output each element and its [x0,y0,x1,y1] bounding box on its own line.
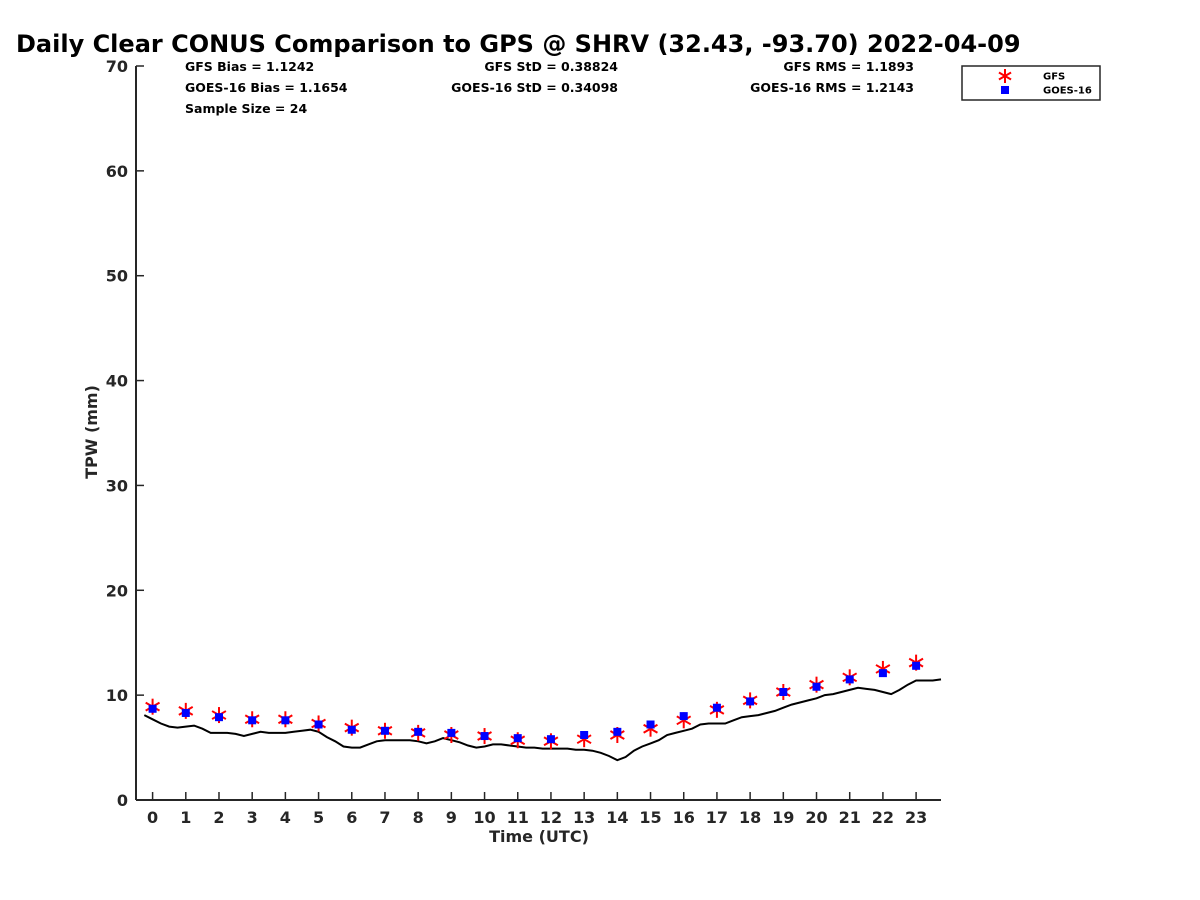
y-tick-label: 70 [106,57,128,76]
x-tick-label: 17 [706,808,728,827]
x-tick-label: 23 [905,808,927,827]
x-tick-label: 20 [805,808,827,827]
x-tick-label: 2 [213,808,224,827]
stat-goes-bias: GOES-16 Bias = 1.1654 [185,80,348,95]
goes-16-point [712,703,721,712]
goes-16-point [347,725,356,734]
x-tick-label: 7 [379,808,390,827]
y-tick-label: 0 [117,791,128,810]
axes: 0 1 2 3 4 5 6 7 8 9 10 11 12 13 14 15 16 17 18 19 20 21 22 2301… [106,57,941,827]
x-tick-label: 18 [739,808,761,827]
x-tick-label: 16 [673,808,695,827]
gps-line [143,678,942,762]
x-tick-label: 9 [446,808,457,827]
stat-gfs-rms: GFS RMS = 1.1893 [783,59,914,74]
stat-sample-size: Sample Size = 24 [185,101,307,116]
legend-box [961,65,1101,101]
y-tick-label: 50 [106,267,128,286]
legend-gfs-label: GFS [1043,72,1065,83]
goes-16-point [812,682,821,691]
goes-16-point [248,716,257,725]
x-tick-label: 6 [346,808,357,827]
goes-16-point [480,732,489,741]
legend-goes-16-label: GOES-16 [1043,86,1092,97]
goes-16-point [546,735,555,744]
goes-16-point [912,661,921,670]
x-tick-label: 21 [839,808,861,827]
goes-16-point [580,730,589,739]
stat-goes-std: GOES-16 StD = 0.34098 [451,80,618,95]
y-tick-label: 10 [106,686,128,705]
x-tick-label: 1 [180,808,191,827]
x-tick-label: 0 [147,808,158,827]
x-tick-label: 12 [540,808,562,827]
gps-series [143,678,942,762]
goes-16-point [148,704,157,713]
goes-16-series [148,661,921,744]
x-tick-label: 22 [872,808,894,827]
legend: GFS GOES-16 [961,65,1101,101]
stat-goes-rms: GOES-16 RMS = 1.2143 [750,80,914,95]
x-tick-label: 10 [473,808,495,827]
y-axis-label: TPW (mm) [82,385,101,479]
goes-16-point [181,708,190,717]
x-tick-label: 15 [639,808,661,827]
goes-16-point [281,716,290,725]
gfs-series [145,654,924,750]
goes-16-point [414,727,423,736]
y-tick-label: 60 [106,162,128,181]
x-axis-label: Time (UTC) [489,827,589,846]
goes-16-point [513,734,522,743]
x-tick-label: 8 [413,808,424,827]
y-tick-label: 30 [106,476,128,495]
x-tick-label: 4 [280,808,291,827]
stat-gfs-bias: GFS Bias = 1.1242 [185,59,314,74]
x-tick-label: 13 [573,808,595,827]
goes-16-point [447,728,456,737]
goes-16-point [314,720,323,729]
goes-16-point [380,726,389,735]
legend-goes-16-marker [1001,86,1009,94]
x-tick-label: 19 [772,808,794,827]
y-tick-label: 20 [106,581,128,600]
x-tick-label: 3 [247,808,258,827]
y-tick-label: 40 [106,372,128,391]
chart-title: Daily Clear CONUS Comparison to GPS @ SH… [16,30,1021,58]
goes-16-point [779,687,788,696]
x-tick-label: 11 [507,808,529,827]
stats-block: GFS Bias = 1.1242 GFS StD = 0.38824 GFS RM… [185,59,914,116]
goes-16-point [679,712,688,721]
goes-16-point [613,727,622,736]
goes-16-point [746,697,755,706]
x-tick-label: 5 [313,808,324,827]
goes-16-point [878,669,887,678]
legend-gfs-marker [998,69,1012,83]
goes-16-point [214,713,223,722]
goes-16-point [845,675,854,684]
goes-16-point [646,720,655,729]
stat-gfs-std: GFS StD = 0.38824 [484,59,618,74]
x-tick-label: 14 [606,808,628,827]
